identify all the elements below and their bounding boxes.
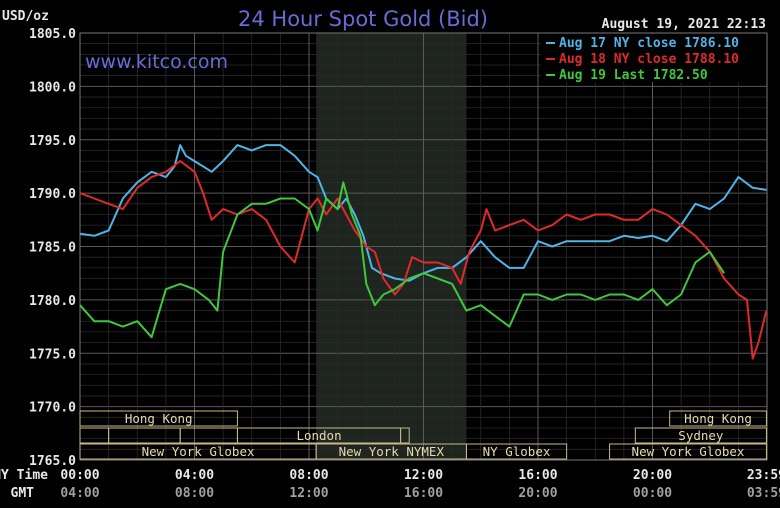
x-tick-label-ny: 20:00 xyxy=(633,468,672,483)
legend-entry: Aug 18 NY close 1788.10 xyxy=(559,52,739,67)
x-axis: 00:00 04:00 08:00 12:00 16:00 20:00 23:59 04:00… xyxy=(60,468,780,501)
session-label: New York NYMEX xyxy=(339,444,445,459)
session-label: Sydney xyxy=(678,428,724,443)
date-label: August 19, 2021 22:13 xyxy=(602,17,766,32)
y-tick-label: 1765.0 xyxy=(29,454,76,469)
session-box xyxy=(400,427,410,444)
y-tick-label: 1770.0 xyxy=(29,401,76,416)
session-box xyxy=(79,410,238,427)
x-tick-label-ny: 23:59 xyxy=(747,468,780,483)
session-label: New York Globex xyxy=(632,444,745,459)
x-tick-label-gmt: 00:00 xyxy=(633,486,672,501)
y-axis: 1805.0 1800.0 1795.0 1790.0 1785.0 1780.0 1775… xyxy=(29,27,76,469)
chart-title: 24 Hour Spot Gold (Bid) xyxy=(238,7,488,31)
x-tick-label-ny: 08:00 xyxy=(289,468,328,483)
x-row-label-ny: NY Time xyxy=(0,468,48,483)
y-tick-label: 1805.0 xyxy=(29,27,76,42)
session-label: NY Globex xyxy=(483,444,551,459)
series-lines xyxy=(79,144,768,360)
y-tick-label: 1795.0 xyxy=(29,134,76,149)
x-tick-label-gmt: 16:00 xyxy=(404,486,443,501)
y-tick-label: 1785.0 xyxy=(29,241,76,256)
series-line-2 xyxy=(79,181,725,339)
x-tick-label-gmt: 20:00 xyxy=(518,486,557,501)
legend-box xyxy=(541,34,766,82)
session-label: Hong Kong xyxy=(125,411,193,426)
legend-entry: Aug 17 NY close 1786.10 xyxy=(559,36,739,51)
series-line-1 xyxy=(79,160,768,360)
series-line-0 xyxy=(79,144,767,282)
x-tick-label-ny: 16:00 xyxy=(518,468,557,483)
unit-label: USD/oz xyxy=(2,9,49,24)
x-tick-label-gmt: 03:59 xyxy=(747,486,780,501)
x-row-label-gmt: GMT xyxy=(11,486,35,501)
session-box xyxy=(634,427,767,444)
y-tick-label: 1775.0 xyxy=(29,347,76,362)
y-tick-label: 1790.0 xyxy=(29,187,76,202)
gridlines xyxy=(79,32,768,461)
session-label: New York Globex xyxy=(142,444,255,459)
session-box xyxy=(609,443,767,460)
legend-entry: Aug 19 Last 1782.50 xyxy=(559,68,708,83)
x-tick-label-ny: 12:00 xyxy=(404,468,443,483)
x-tick-label-gmt: 12:00 xyxy=(289,486,328,501)
plot-border xyxy=(79,32,768,461)
session-box xyxy=(465,443,568,460)
y-tick-label: 1800.0 xyxy=(29,80,76,95)
x-tick-label-ny: 04:00 xyxy=(175,468,214,483)
y-tick-label: 1780.0 xyxy=(29,294,76,309)
x-tick-label-gmt: 04:00 xyxy=(60,486,99,501)
website-label: www.kitco.com xyxy=(85,51,228,73)
session-label: Hong Kong xyxy=(684,411,752,426)
session-label: London xyxy=(296,428,341,443)
session-box xyxy=(669,410,767,427)
x-tick-label-ny: 00:00 xyxy=(60,468,99,483)
x-tick-label-gmt: 08:00 xyxy=(175,486,214,501)
